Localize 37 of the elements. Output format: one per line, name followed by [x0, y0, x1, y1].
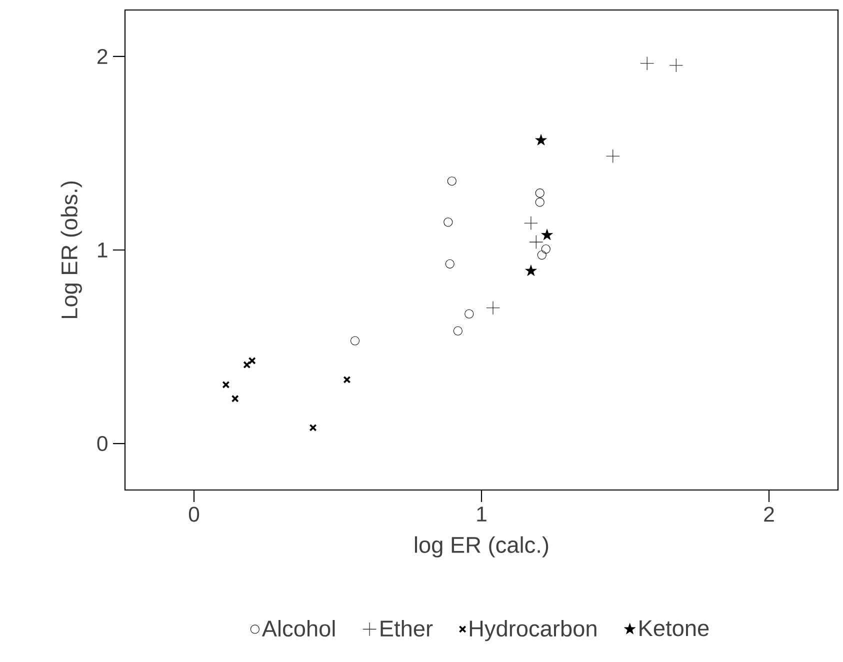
- point: [640, 56, 654, 70]
- legend-label: Alcohol: [262, 620, 335, 637]
- point: [248, 356, 256, 364]
- point: [541, 229, 553, 240]
- point: [343, 376, 351, 384]
- point: [309, 424, 317, 432]
- point: [529, 235, 544, 250]
- x-tick-label: 2: [764, 506, 774, 522]
- point: [243, 361, 251, 369]
- point: [535, 198, 544, 207]
- y-axis-title: Log ER (obs.): [60, 182, 82, 318]
- point: [525, 265, 537, 276]
- legend-label: Ketone: [640, 620, 709, 636]
- point: [444, 218, 453, 227]
- y-tick-label: 1: [98, 242, 108, 258]
- point: [541, 244, 550, 254]
- x-tick-label: 1: [477, 506, 486, 522]
- point: [606, 149, 620, 164]
- point: [535, 188, 544, 198]
- legend-label: Ether: [380, 620, 433, 637]
- point: [524, 216, 538, 230]
- point: [464, 309, 474, 318]
- x-axis-title: log ER (calc.): [415, 536, 548, 558]
- legend-label: Hydrocarbon: [470, 620, 596, 642]
- x-tick-label: 0: [188, 506, 200, 522]
- point: [222, 380, 230, 388]
- point: [453, 326, 462, 336]
- point: [350, 336, 360, 346]
- y-tick-label: 2: [97, 49, 108, 64]
- point: [447, 176, 456, 186]
- point: [537, 250, 546, 260]
- point: [231, 394, 239, 402]
- y-tick-label: 0: [97, 436, 108, 452]
- point: [486, 300, 500, 315]
- point: [669, 58, 684, 72]
- point: [445, 259, 454, 268]
- point: [535, 134, 547, 146]
